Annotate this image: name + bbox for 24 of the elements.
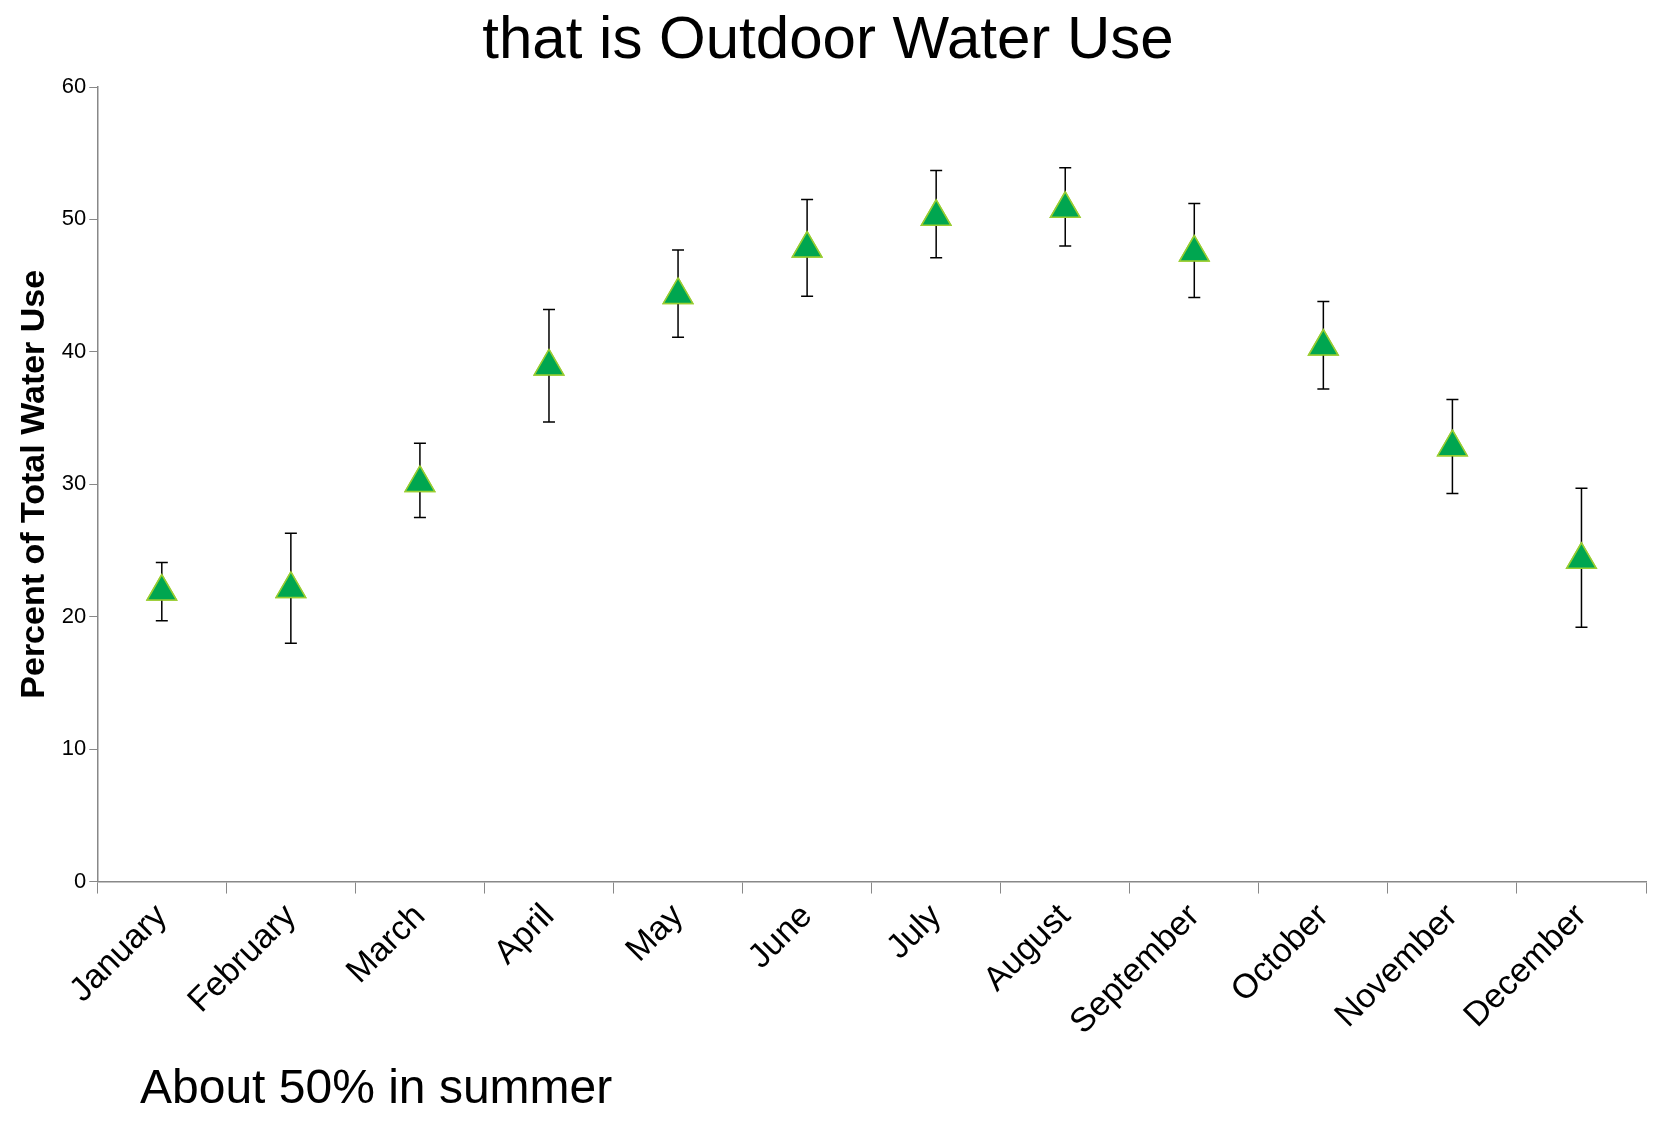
point <box>1307 328 1339 356</box>
text: About 50% in summer <box>140 1060 613 1114</box>
y-tick-label: 10 <box>61 735 87 761</box>
y-axis-title: Percent of Total Water Use <box>12 269 51 699</box>
point <box>791 230 823 258</box>
y-tick-label: 20 <box>61 602 87 628</box>
point <box>662 277 694 305</box>
x-tick-label: May <box>617 895 690 968</box>
y-tick-label: 60 <box>61 73 87 99</box>
point <box>1566 542 1597 570</box>
y-tick-label: 40 <box>61 337 87 363</box>
y-tick-label: 30 <box>61 470 87 496</box>
y-tick-label: 50 <box>61 205 87 231</box>
y-tick-label: 0 <box>74 867 87 893</box>
point <box>275 571 307 599</box>
point <box>1178 234 1210 262</box>
x-tick-label: July <box>878 895 948 966</box>
point <box>1049 191 1081 219</box>
point <box>404 465 436 493</box>
point <box>1436 429 1468 457</box>
point <box>533 348 565 376</box>
point <box>920 199 952 227</box>
point <box>146 573 178 601</box>
chart-title: that is Outdoor Water Use <box>482 3 1174 71</box>
